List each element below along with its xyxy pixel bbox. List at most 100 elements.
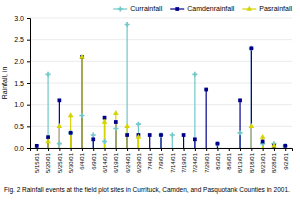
y-tick-label: 2.0 [14, 58, 24, 65]
x-tick-label: 6/29/01 [136, 152, 142, 173]
legend-marker [118, 6, 123, 11]
marker [91, 137, 95, 141]
x-tick-mark [82, 148, 83, 151]
x-axis-line [31, 149, 293, 152]
x-tick: 6/19/01 [113, 148, 119, 173]
x-tick-mark [116, 148, 117, 151]
markers [35, 46, 287, 147]
x-tick-label: 5/20/01 [45, 152, 51, 173]
stems [37, 25, 285, 149]
y-tick-mark [27, 18, 30, 19]
legend-marker [246, 6, 252, 11]
x-tick-label: 8/18/01 [249, 152, 255, 173]
y-tick-label: 0.0 [14, 145, 24, 152]
marker [192, 72, 197, 77]
marker [68, 112, 74, 117]
marker [68, 130, 73, 135]
x-tick: 7/29/01 [204, 148, 210, 173]
y-tick: 3.0 [14, 15, 30, 22]
x-tick: 6/4/01 [79, 148, 85, 170]
marker [283, 144, 287, 148]
x-tick-mark [206, 148, 207, 151]
x-tick-label: 7/9/01 [158, 152, 164, 169]
marker [125, 22, 130, 27]
x-tick-label: 8/6/01 [226, 152, 232, 169]
x-tick: 6/14/01 [102, 148, 108, 173]
markers [45, 54, 277, 148]
x-tick: 5/20/01 [45, 148, 51, 173]
x-tick-mark [274, 148, 275, 151]
y-tick: 2.0 [14, 58, 30, 65]
marker [238, 98, 242, 102]
x-tick: 7/4/01 [147, 148, 153, 170]
marker [271, 143, 277, 148]
y-tick: 1.0 [14, 101, 30, 108]
y-tick-label: 1.0 [14, 101, 24, 108]
stem [183, 135, 184, 148]
y-axis-line [27, 19, 31, 149]
marker [79, 54, 85, 59]
y-tick-mark [27, 83, 30, 84]
marker [238, 130, 243, 135]
legend-item: Pasrainfall [242, 5, 292, 12]
marker [249, 123, 255, 128]
x-tick-label: 6/4/01 [79, 152, 85, 169]
x-tick: 8/23/01 [260, 148, 266, 173]
x-tick: 8/6/01 [226, 148, 232, 170]
legend: Currainfall Camdenrainfall Pasrainfall [113, 5, 292, 12]
marker [283, 143, 288, 148]
markers [46, 22, 288, 148]
legend-item: Camdenrainfall [170, 5, 235, 12]
marker [69, 131, 73, 135]
x-tick-label: 6/24/01 [125, 152, 131, 173]
legend-item: Currainfall [113, 5, 162, 12]
x-tick: 7/24/01 [192, 148, 198, 173]
x-tick-mark [195, 148, 196, 151]
grid-line [30, 18, 292, 19]
x-tick-mark [240, 148, 241, 151]
y-tick: 0.0 [14, 145, 30, 152]
stem [239, 100, 240, 148]
y-tick-label: 1.5 [14, 80, 24, 87]
marker [136, 122, 141, 127]
marker [91, 132, 96, 137]
x-tick-label: 9/2/01 [283, 152, 289, 169]
marker [57, 123, 63, 128]
marker [158, 132, 163, 137]
x-tick-mark [251, 148, 252, 151]
y-tick-mark [27, 148, 30, 149]
x-tick-label: 6/14/01 [102, 152, 108, 173]
x-tick-mark [138, 148, 139, 151]
x-tick-label: 7/4/01 [147, 152, 153, 169]
y-tick-mark [27, 61, 30, 62]
stems [37, 48, 285, 148]
x-tick-label: 7/14/01 [170, 152, 176, 173]
x-tick-mark [105, 148, 106, 151]
grid [30, 18, 292, 148]
x-tick-label: 6/19/01 [113, 152, 119, 173]
stems [37, 57, 285, 148]
x-tick: 6/29/01 [136, 148, 142, 173]
x-tick-mark [37, 148, 38, 151]
stem [206, 90, 207, 149]
grid-line [30, 39, 292, 40]
marker [124, 123, 130, 128]
x-tick-mark [172, 148, 173, 151]
marker [125, 133, 129, 137]
marker [113, 110, 119, 115]
marker [215, 141, 220, 146]
y-tick-mark [27, 105, 30, 106]
x-tick: 9/2/01 [283, 148, 289, 170]
stem [194, 74, 195, 148]
marker [260, 134, 266, 139]
x-tick-label: 5/15/01 [34, 152, 40, 173]
y-tick-label: 2.5 [14, 36, 24, 43]
x-tick-label: 8/3/01 [215, 152, 221, 169]
y-tick-mark [27, 126, 30, 127]
marker [216, 142, 220, 146]
x-tick: 7/19/01 [181, 148, 187, 173]
marker [249, 46, 253, 50]
stem [104, 122, 105, 148]
legend-label: Camdenrainfall [187, 5, 235, 12]
x-tick-mark [127, 148, 128, 151]
